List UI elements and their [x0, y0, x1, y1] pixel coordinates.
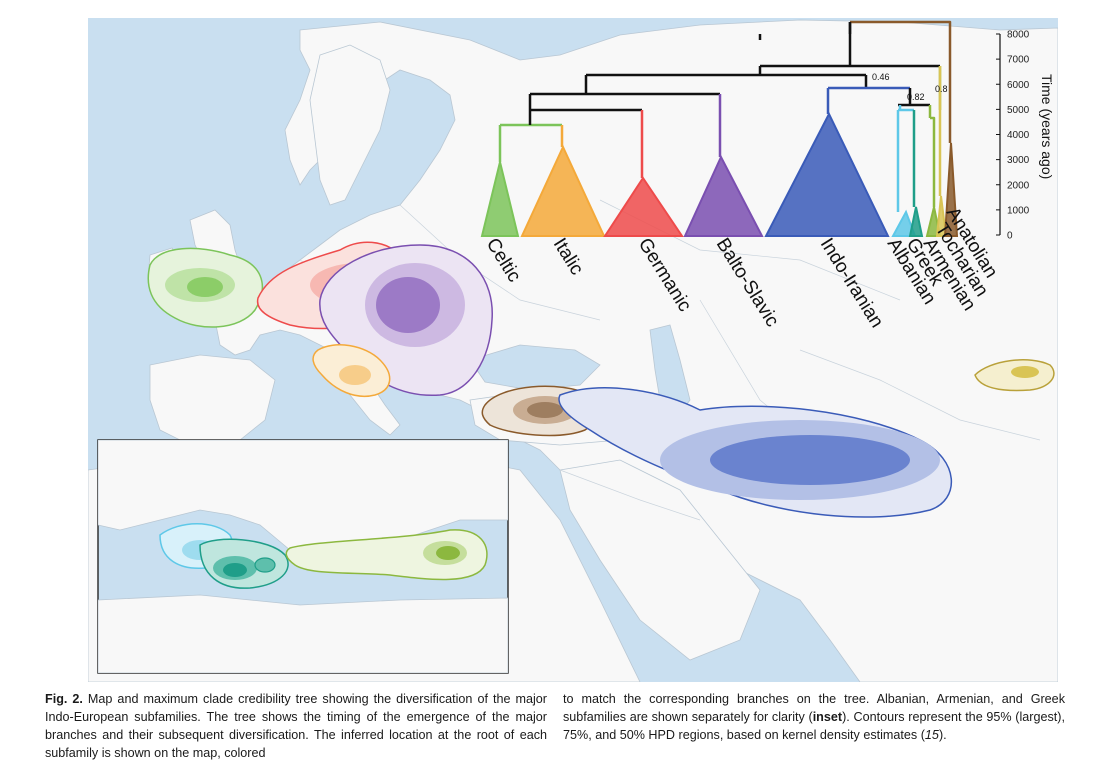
- figure-map-and-tree: Celtic Italic Germanic Balto-Slavic Indo-Ira…: [88, 18, 1058, 682]
- tree-branch: [930, 116, 936, 207]
- caption-left-column: Fig. 2. Map and maximum clade credibilit…: [45, 690, 547, 776]
- caption-inset-ref: inset: [812, 710, 843, 724]
- caption-right-text-2: ). Contours represent the 95% (largest),…: [563, 710, 1065, 742]
- time-tick-label: 8000: [1007, 30, 1030, 41]
- caption-reference-number: 15: [924, 728, 939, 742]
- node-support-label: 0.46: [872, 72, 890, 82]
- clade-triangle: [603, 176, 684, 237]
- clade-triangle: [520, 144, 606, 237]
- time-tick-label: 7000: [1007, 55, 1030, 66]
- region-armenian: [285, 529, 488, 581]
- tree-branch: [850, 20, 952, 143]
- time-tick-label: 2000: [1007, 180, 1030, 191]
- inset-land-south: [98, 594, 508, 673]
- time-tick-label: 4000: [1007, 130, 1030, 141]
- figure-caption: Fig. 2. Map and maximum clade credibilit…: [45, 690, 1065, 776]
- region-italic: [312, 344, 391, 397]
- clade-triangle: [683, 154, 764, 237]
- time-tick-label: 1000: [1007, 205, 1030, 216]
- clade-triangle: [764, 111, 890, 237]
- node-support-label: 0.8: [935, 84, 948, 94]
- time-axis: 8000 7000 6000 5000 4000 3000 2000 1000 0 Time (…: [996, 30, 1055, 242]
- inset-map: [97, 439, 509, 674]
- map-land-scandinavia: [309, 44, 391, 206]
- time-tick-label: 6000: [1007, 80, 1030, 91]
- clade-triangle: [480, 161, 520, 237]
- caption-right-text-3: ).: [938, 728, 947, 742]
- time-axis-title: Time (years ago): [1039, 74, 1055, 179]
- region-greek: [199, 538, 289, 589]
- caption-figure-label: Fig. 2.: [45, 692, 83, 706]
- clade-triangle: [935, 195, 948, 237]
- clade-triangle: [908, 206, 924, 237]
- time-tick-label: 3000: [1007, 155, 1030, 166]
- map-land-arabia: [559, 459, 761, 661]
- map-black-sea: [469, 344, 601, 391]
- clade-triangle: [891, 209, 917, 237]
- clade-triangle: [943, 142, 959, 237]
- time-tick-label: 0: [1007, 231, 1013, 242]
- region-tocharian: [974, 359, 1055, 392]
- map-land-iberia: [149, 354, 276, 446]
- caption-right-column: to match the corresponding branches on t…: [563, 690, 1065, 776]
- node-support-label: 0.82: [907, 92, 925, 102]
- region-indo-iranian: [558, 387, 953, 518]
- region-celtic: [147, 247, 264, 328]
- caption-left-text: Map and maximum clade credibility tree s…: [45, 692, 547, 760]
- caption-right-text-1: to match the corresponding branches on t…: [563, 692, 1065, 724]
- inset-land: [98, 440, 508, 551]
- time-tick-label: 5000: [1007, 105, 1030, 116]
